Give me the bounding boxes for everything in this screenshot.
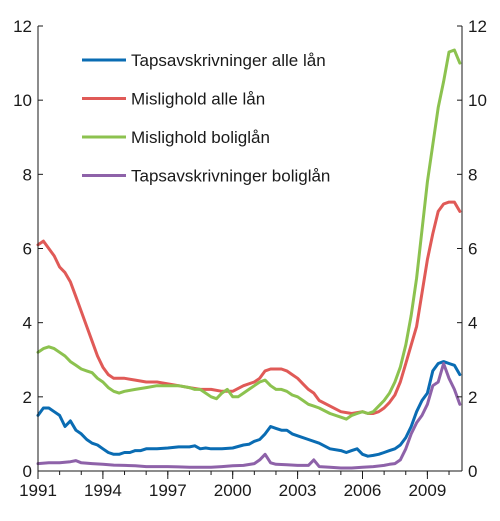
y-tick-label-left: 2 [23,388,32,407]
series-line-3 [36,48,462,421]
x-tick-label: 1991 [19,481,57,500]
series-line-4 [36,362,462,470]
axes-layer: 0 0 2 2 4 4 6 6 8 8 10 10 12 12 1991 1994 1997 2000 2003 20… [13,17,487,500]
y-tick-label-left: 10 [13,91,32,110]
y-tick-label-right: 0 [468,462,477,481]
y-tick-label-right: 10 [468,91,487,110]
y-tick-label-left: 4 [23,314,32,333]
y-tick-label-right: 6 [468,240,477,259]
series-line-2 [36,200,462,415]
y-tick-label-left: 8 [23,165,32,184]
y-tick-label-right: 2 [468,388,477,407]
x-tick-label: 2003 [279,481,317,500]
legend-label-2: Mislighold alle lån [131,90,265,109]
y-tick-label-left: 12 [13,17,32,36]
series-layer [36,48,462,470]
legend-label-4: Tapsavskrivninger boliglån [131,167,330,186]
legend-label-1: Tapsavskrivninger alle lån [131,51,326,70]
legend-label-3: Mislighold boliglån [131,128,270,147]
y-tick-label-right: 12 [468,17,487,36]
x-tick-label: 2000 [214,481,252,500]
y-tick-label-left: 6 [23,240,32,259]
x-tick-label: 2006 [344,481,382,500]
x-tick-label: 1994 [84,481,122,500]
series-line-1 [36,360,462,458]
x-tick-label: 2009 [408,481,446,500]
y-tick-label-left: 0 [23,462,32,481]
y-tick-label-right: 4 [468,314,477,333]
y-tick-label-right: 8 [468,165,477,184]
legend: Tapsavskrivninger alle lån Mislighold all… [82,51,330,186]
x-tick-label: 1997 [149,481,187,500]
